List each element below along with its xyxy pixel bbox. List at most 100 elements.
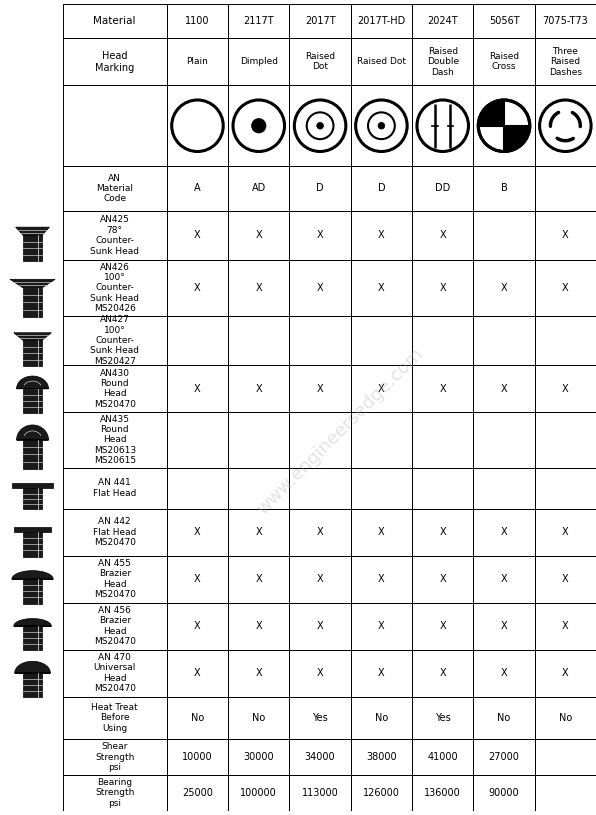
Text: No: No: [558, 713, 572, 723]
Text: 126000: 126000: [363, 788, 400, 798]
Text: X: X: [501, 283, 507, 293]
Polygon shape: [478, 100, 504, 126]
Text: 30000: 30000: [244, 752, 274, 762]
Text: Raised
Cross: Raised Cross: [489, 52, 519, 72]
Polygon shape: [14, 619, 51, 626]
Text: AN 456
Brazier
Head
MS20470: AN 456 Brazier Head MS20470: [94, 606, 136, 646]
Text: Dimpled: Dimpled: [240, 57, 278, 66]
Text: AD: AD: [252, 183, 266, 193]
Text: 7075-T73: 7075-T73: [542, 16, 588, 26]
Text: X: X: [317, 574, 324, 584]
Text: X: X: [562, 283, 569, 293]
Text: No: No: [498, 713, 511, 723]
Bar: [23, 341, 42, 366]
Text: X: X: [256, 621, 262, 631]
Text: X: X: [256, 231, 262, 240]
Text: D: D: [378, 183, 385, 193]
Polygon shape: [14, 333, 51, 341]
Text: X: X: [439, 621, 446, 631]
Text: 10000: 10000: [182, 752, 213, 762]
Polygon shape: [15, 227, 49, 236]
Text: X: X: [562, 384, 569, 394]
Text: X: X: [439, 384, 446, 394]
Text: AN
Material
Code: AN Material Code: [96, 174, 133, 204]
Text: AN 470
Universal
Head
MS20470: AN 470 Universal Head MS20470: [94, 653, 136, 693]
Bar: [23, 532, 42, 557]
Text: X: X: [194, 527, 201, 537]
Text: 27000: 27000: [489, 752, 520, 762]
Text: X: X: [256, 384, 262, 394]
Bar: [23, 673, 42, 698]
Text: 2017T: 2017T: [305, 16, 336, 26]
Bar: [23, 579, 42, 604]
Bar: [23, 236, 42, 262]
Text: 2024T: 2024T: [427, 16, 458, 26]
Text: A: A: [194, 183, 201, 193]
Text: Heat Treat
Before
Using: Heat Treat Before Using: [91, 703, 138, 733]
Polygon shape: [10, 280, 55, 288]
Text: 136000: 136000: [424, 788, 461, 798]
Bar: [12, 483, 53, 488]
Bar: [23, 389, 42, 413]
Text: D: D: [316, 183, 324, 193]
Text: Raised Dot: Raised Dot: [357, 57, 406, 66]
Text: 25000: 25000: [182, 788, 213, 798]
Text: X: X: [317, 621, 324, 631]
Polygon shape: [12, 570, 53, 579]
Text: B: B: [501, 183, 507, 193]
Text: X: X: [317, 527, 324, 537]
Text: AN425
78°
Counter-
Sunk Head: AN425 78° Counter- Sunk Head: [90, 215, 139, 256]
Text: 5056T: 5056T: [489, 16, 519, 26]
Text: 38000: 38000: [366, 752, 397, 762]
Text: AN427
100°
Counter-
Sunk Head
MS20427: AN427 100° Counter- Sunk Head MS20427: [90, 315, 139, 366]
Text: X: X: [256, 283, 262, 293]
Text: X: X: [439, 527, 446, 537]
Text: X: X: [562, 668, 569, 678]
Text: 34000: 34000: [305, 752, 336, 762]
Text: AN435
Round
Head
MS20613
MS20615: AN435 Round Head MS20613 MS20615: [94, 415, 136, 465]
Text: X: X: [194, 384, 201, 394]
Text: 41000: 41000: [427, 752, 458, 762]
Text: X: X: [378, 574, 385, 584]
Bar: [23, 626, 42, 650]
Polygon shape: [15, 661, 51, 673]
Text: AN426
100°
Counter-
Sunk Head
MS20426: AN426 100° Counter- Sunk Head MS20426: [90, 262, 139, 313]
Text: X: X: [256, 668, 262, 678]
Text: Yes: Yes: [435, 713, 451, 723]
Polygon shape: [504, 126, 530, 152]
Text: 100000: 100000: [240, 788, 277, 798]
Text: X: X: [378, 283, 385, 293]
Ellipse shape: [252, 118, 266, 133]
Text: X: X: [439, 283, 446, 293]
Text: X: X: [378, 231, 385, 240]
Ellipse shape: [378, 122, 385, 129]
Text: X: X: [256, 527, 262, 537]
Text: X: X: [194, 231, 201, 240]
Text: AN 455
Brazier
Head
MS20470: AN 455 Brazier Head MS20470: [94, 559, 136, 599]
Text: X: X: [439, 668, 446, 678]
Text: 2017T-HD: 2017T-HD: [357, 16, 405, 26]
Text: X: X: [317, 668, 324, 678]
Text: X: X: [501, 384, 507, 394]
Text: 90000: 90000: [489, 788, 519, 798]
Text: Yes: Yes: [312, 713, 328, 723]
Text: AN 442
Flat Head
MS20470: AN 442 Flat Head MS20470: [93, 518, 136, 547]
Text: Raised
Double
Dash: Raised Double Dash: [427, 46, 459, 77]
Text: X: X: [562, 621, 569, 631]
Text: X: X: [317, 231, 324, 240]
Text: X: X: [562, 527, 569, 537]
Text: Head
Marking: Head Marking: [95, 51, 134, 73]
Text: X: X: [194, 574, 201, 584]
Text: Raised
Dot: Raised Dot: [305, 52, 335, 72]
Bar: [23, 488, 42, 509]
Text: Three
Raised
Dashes: Three Raised Dashes: [549, 46, 582, 77]
Text: 113000: 113000: [302, 788, 339, 798]
Text: X: X: [378, 668, 385, 678]
Text: X: X: [439, 574, 446, 584]
Text: X: X: [378, 384, 385, 394]
Text: X: X: [194, 668, 201, 678]
Polygon shape: [17, 376, 48, 389]
Text: No: No: [375, 713, 388, 723]
Polygon shape: [17, 425, 48, 440]
Text: 2117T: 2117T: [244, 16, 274, 26]
